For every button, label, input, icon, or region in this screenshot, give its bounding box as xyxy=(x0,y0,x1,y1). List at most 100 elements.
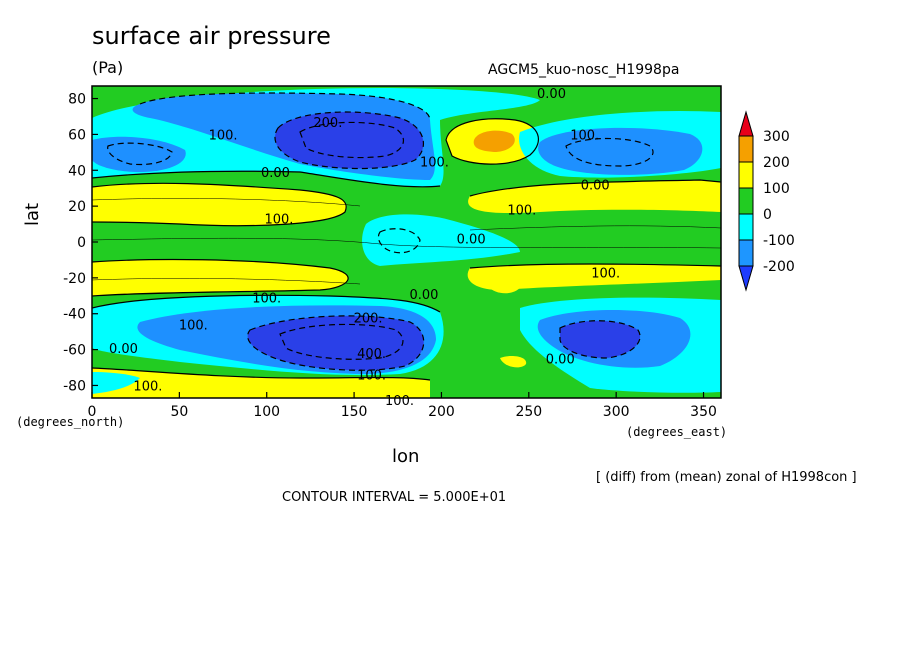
x-tick-label: 200 xyxy=(428,404,455,420)
contour-label: 100. xyxy=(507,204,536,219)
y-tick-label: -60 xyxy=(63,343,86,359)
contour-line-fine xyxy=(92,237,721,249)
colorbar-label: -100 xyxy=(763,233,795,249)
contour-label: 100. xyxy=(264,213,293,228)
contour-label: 100. xyxy=(252,292,281,307)
x-tick-label: 150 xyxy=(341,404,368,420)
contour-label: 100. xyxy=(357,369,386,384)
contour-line-negative xyxy=(559,320,641,359)
chart-title: surface air pressure xyxy=(92,22,331,50)
y-unit-label: (degrees_north) xyxy=(16,415,125,429)
contour-label: 100. xyxy=(570,128,599,143)
colorbar-label: 0 xyxy=(763,207,772,223)
contour-label: 0.00 xyxy=(109,342,138,357)
chart-units: (Pa) xyxy=(92,58,124,77)
contour-label: 0.00 xyxy=(581,179,610,194)
contour-label: 100. xyxy=(179,318,208,333)
region-low-south-west xyxy=(92,372,140,394)
x-axis-label: lon xyxy=(392,446,420,467)
region-very-high-north-core xyxy=(473,130,515,152)
region-high-antarctic xyxy=(92,368,430,398)
contour-label: 400. xyxy=(357,347,386,362)
colorbar-label: 300 xyxy=(763,129,790,145)
colorbar-segment xyxy=(738,213,754,241)
contour-line xyxy=(469,179,721,197)
contour-line-fine xyxy=(92,278,361,285)
x-tick-label: 350 xyxy=(690,404,717,420)
contour-label: 100. xyxy=(420,155,449,170)
contour-line-fine xyxy=(92,198,361,207)
region-very-low-south xyxy=(247,315,424,371)
model-name: AGCM5_kuo-nosc_H1998pa xyxy=(488,62,680,78)
region-high-north-dot xyxy=(692,192,715,204)
y-tick-label: -20 xyxy=(63,271,86,287)
y-tick-label: -40 xyxy=(63,307,86,323)
contour-line xyxy=(92,367,431,381)
footnote: [ (diff) from (mean) zonal of H1998con ] xyxy=(596,470,857,485)
contour-line-negative xyxy=(274,111,424,170)
contour-line xyxy=(92,170,441,188)
y-tick-label: -80 xyxy=(63,378,86,394)
contour-label: 0.00 xyxy=(546,353,575,368)
contour-line-negative xyxy=(139,92,431,121)
contour-label: 100. xyxy=(385,394,414,409)
contour-labels: 0.00 200. 100. 100. 100. 0.00 0.00 100. 100. 0.00… xyxy=(109,87,620,409)
x-tick-label: 250 xyxy=(515,404,542,420)
plot-area xyxy=(92,86,721,398)
contour-line xyxy=(92,182,347,227)
region-very-low-south-east xyxy=(560,320,641,358)
x-axis: 0 50 100 150 200 250 300 350 xyxy=(88,392,717,420)
contour-line-negative xyxy=(565,137,654,167)
region-high-south-small xyxy=(488,268,523,294)
contour-line-negative xyxy=(247,315,425,371)
contour-line xyxy=(469,263,721,269)
y-tick-label: 40 xyxy=(68,163,86,179)
y-tick-label: 20 xyxy=(68,199,86,215)
region-low-north-west-blue xyxy=(92,136,186,172)
x-tick-label: 0 xyxy=(88,404,97,420)
y-tick-label: 60 xyxy=(68,127,86,143)
y-tick-label: 0 xyxy=(77,235,86,251)
contour-line-fine xyxy=(469,225,721,231)
contour-label: 100. xyxy=(209,128,238,143)
region-high-south-band xyxy=(92,259,349,296)
colorbar-segment xyxy=(738,135,754,163)
x-tick-label: 100 xyxy=(253,404,280,420)
colorbar-segment xyxy=(738,161,754,189)
contour-line-negative xyxy=(377,228,421,254)
colorbar-segment xyxy=(738,239,754,267)
colorbar-label: 200 xyxy=(763,155,790,171)
y-tick-label: 80 xyxy=(68,92,86,108)
contour-label: 0.00 xyxy=(409,288,438,303)
colorbar: 300 200 100 0 -100 -200 xyxy=(738,110,795,292)
x-tick-label: 300 xyxy=(603,404,630,420)
contour-label: 0.00 xyxy=(537,87,566,102)
x-unit-label: (degrees_east) xyxy=(626,425,728,439)
contour-line-negative xyxy=(107,142,173,166)
region-high-south-east xyxy=(467,264,721,290)
x-tick-label: 50 xyxy=(170,404,188,420)
contour-label: 200. xyxy=(313,116,342,131)
colorbar-label: -200 xyxy=(763,259,795,275)
colorbar-segment xyxy=(738,187,754,215)
contour-label: 100. xyxy=(133,379,162,394)
contour-line xyxy=(445,118,540,165)
colorbar-label: 100 xyxy=(763,181,790,197)
contour-line-negative xyxy=(299,121,405,159)
region-high-north-east xyxy=(468,180,721,214)
colorbar-top-arrow xyxy=(738,110,754,137)
region-very-low-north xyxy=(274,112,424,169)
contour-line-negative xyxy=(279,323,404,360)
region-low-equator xyxy=(362,214,520,266)
contour-label: 0.00 xyxy=(457,232,486,247)
contour-label: 200. xyxy=(354,311,383,326)
contour-label: 0.00 xyxy=(261,166,290,181)
contour-interval: CONTOUR INTERVAL = 5.000E+01 xyxy=(282,490,507,505)
colorbar-bottom-arrow xyxy=(738,265,754,292)
contour-line xyxy=(92,258,349,297)
region-high-south-small-2 xyxy=(500,356,527,368)
contour-line xyxy=(92,294,441,313)
region-low-north-east-blue xyxy=(538,127,703,175)
contour-label: 100. xyxy=(591,266,620,281)
